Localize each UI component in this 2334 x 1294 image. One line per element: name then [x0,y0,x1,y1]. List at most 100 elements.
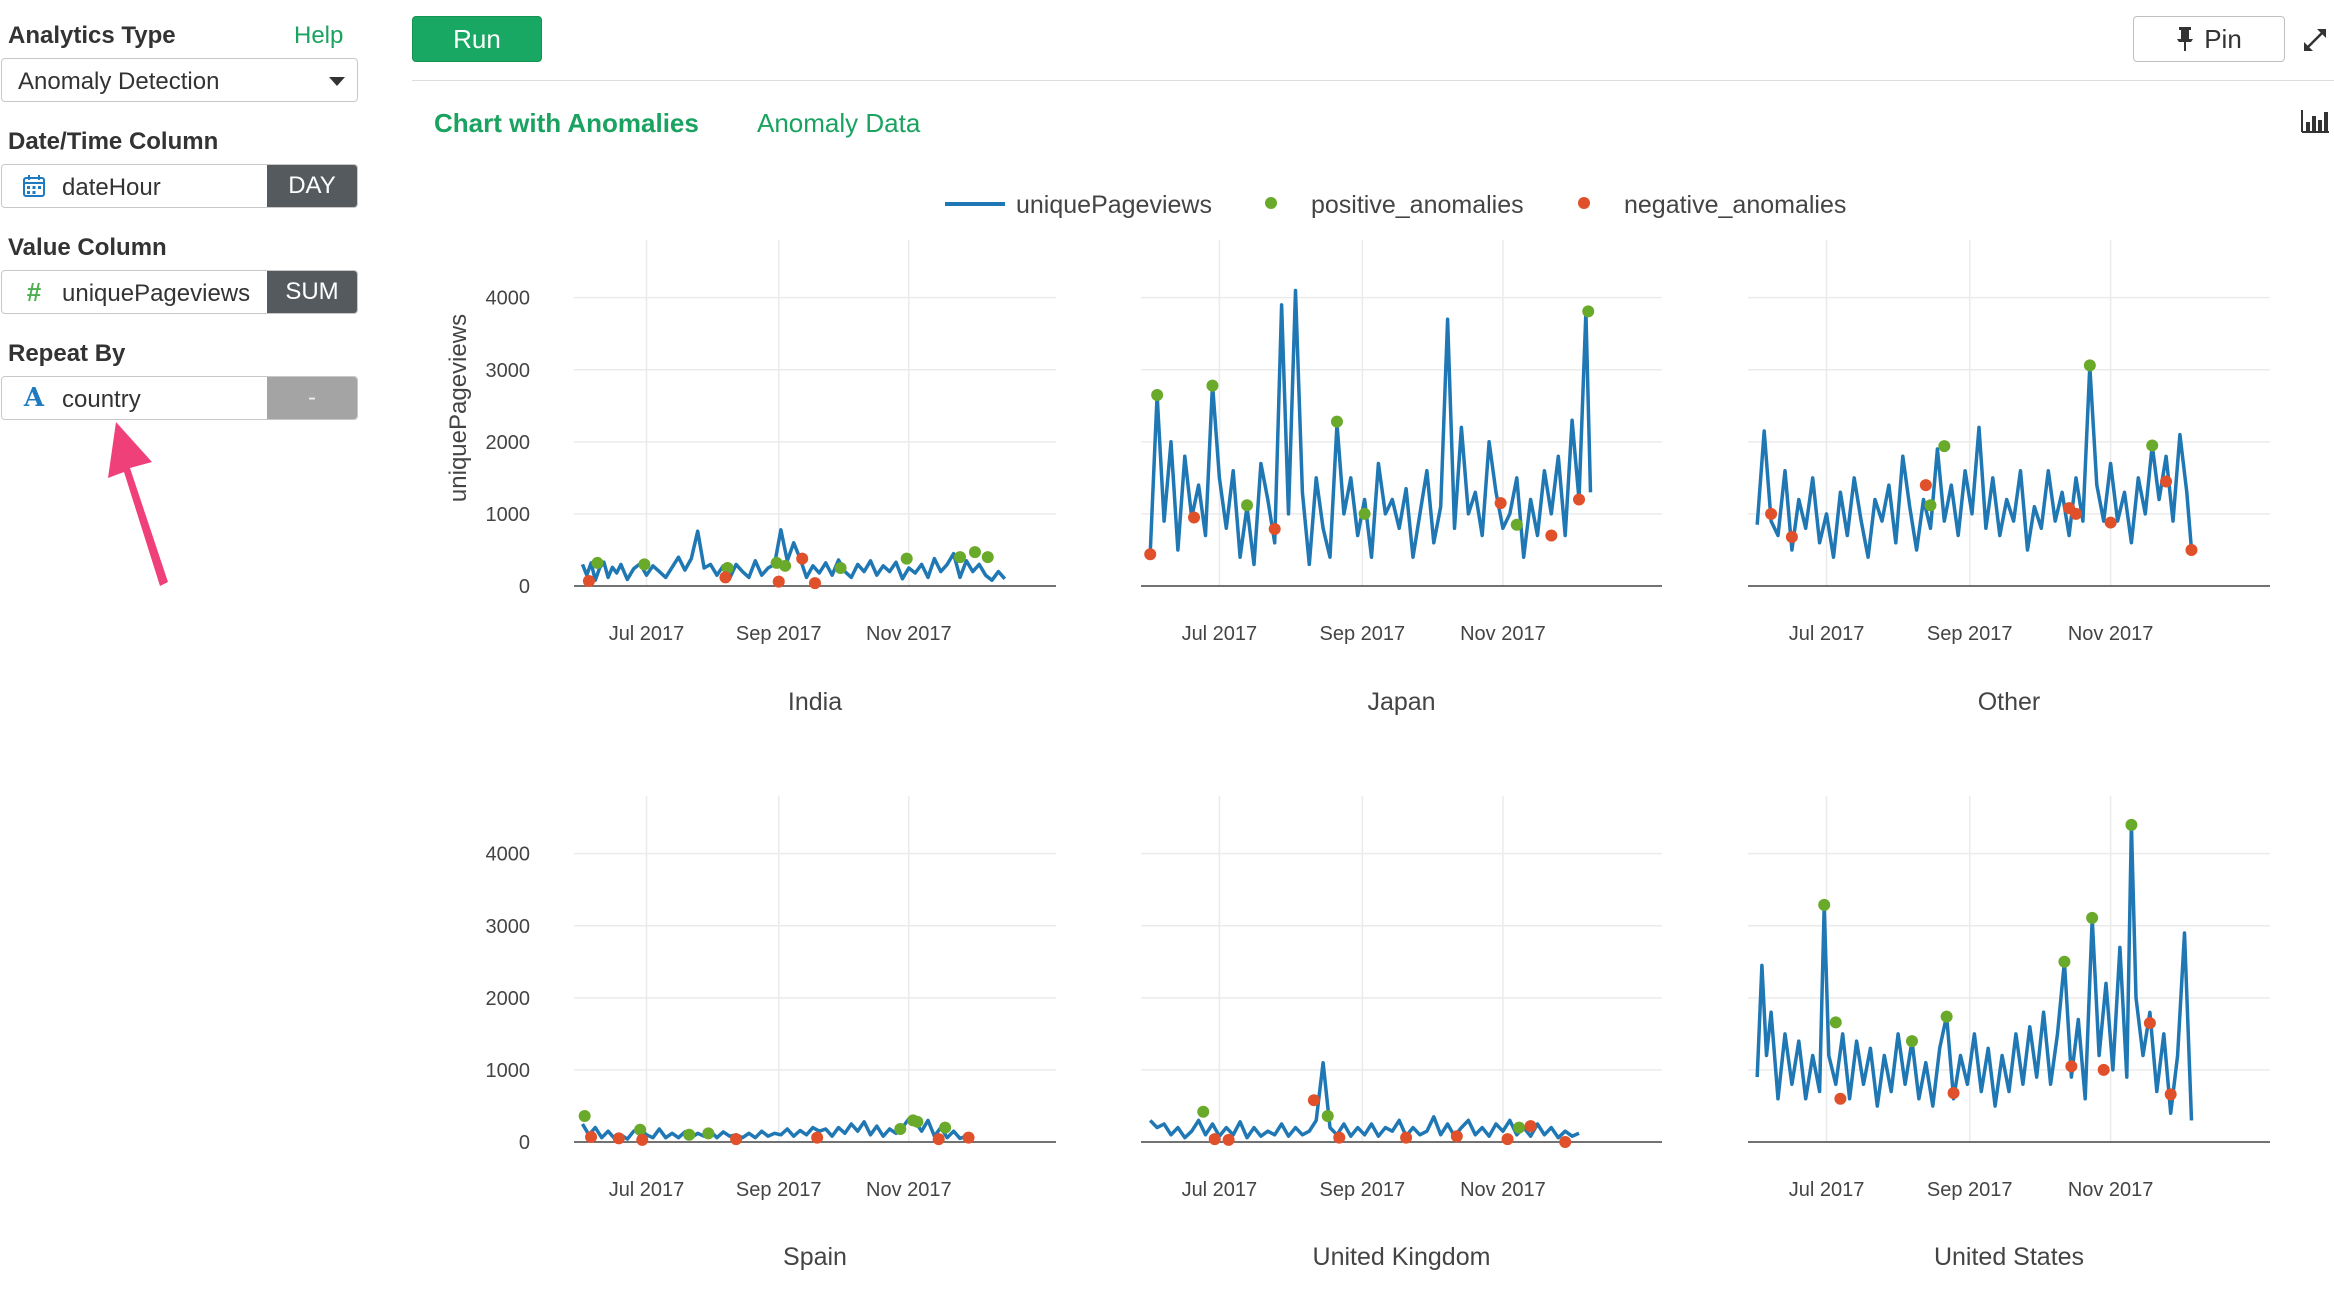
x-tick-label: Jul 2017 [1789,1179,1865,1201]
positive-anomaly-point [1321,1110,1334,1123]
series-line [1755,823,2194,1121]
panel-title: United States [1934,1243,2084,1271]
negative-anomaly-point [1573,493,1586,506]
negative-anomaly-point [719,571,732,584]
negative-anomaly-point [1524,1120,1537,1133]
x-tick-label: Nov 2017 [866,1179,952,1201]
tab-anomaly-data[interactable]: Anomaly Data [757,108,921,138]
panel-title: India [788,688,842,716]
positive-anomaly-point [1582,305,1595,318]
x-tick-label: Sep 2017 [736,623,822,645]
y-tick-label: 3000 [486,916,531,938]
negative-anomaly-point [1919,479,1932,492]
negative-anomaly-point [811,1131,824,1144]
negative-anomaly-point [1785,530,1798,543]
bar-chart-icon[interactable] [2300,108,2330,134]
y-tick-label: 2000 [486,988,531,1010]
positive-anomaly-point [1358,507,1371,520]
x-tick-label: Nov 2017 [2068,1179,2154,1201]
negative-anomaly-point [2185,543,2198,556]
negative-anomaly-point [585,1130,598,1143]
analytics-type-label: Analytics Type [8,22,176,49]
negative-anomaly-point [1307,1094,1320,1107]
y-axis-title: uniquePageviews [445,314,472,502]
repeat-by-field[interactable]: A country - [1,376,358,420]
panel-title: Japan [1367,688,1435,716]
annotation-arrow [108,422,168,586]
y-tick-label: 0 [519,576,530,598]
datetime-unit-button[interactable]: DAY [267,165,357,207]
negative-anomaly-point [1947,1086,1960,1099]
negative-anomaly-point [2065,1060,2078,1073]
positive-anomaly-point [1940,1010,1953,1023]
series-line [1148,288,1593,567]
positive-anomaly-point [968,546,981,559]
positive-anomaly-point [1905,1035,1918,1048]
toolbar-divider [412,80,2334,81]
pin-label: Pin [2204,23,2242,54]
x-tick-label: Sep 2017 [1319,623,1405,645]
negative-anomaly-point [2160,475,2173,488]
negative-anomaly-point [2143,1017,2156,1030]
y-tick-label: 1000 [486,504,531,526]
pin-button[interactable]: Pin [2133,16,2285,62]
datetime-column-field[interactable]: dateHour DAY [1,164,358,208]
repeat-by-aggregation-button: - [267,377,357,419]
positive-anomaly-point [702,1127,715,1140]
series-line [1148,1060,1580,1140]
x-tick-label: Jul 2017 [1182,1179,1258,1201]
settings-panel: Analytics Type Help Anomaly Detection Da… [0,0,370,1294]
legend-label: uniquePageviews [1016,191,1212,219]
x-tick-label: Jul 2017 [1789,623,1865,645]
positive-anomaly-point [2083,359,2096,372]
x-tick-label: Sep 2017 [1927,623,2013,645]
x-tick-label: Nov 2017 [2068,623,2154,645]
negative-anomaly-point [2097,1063,2110,1076]
value-column-field[interactable]: # uniquePageviews SUM [1,270,358,314]
expand-icon[interactable] [2301,26,2329,54]
negative-anomaly-point [582,574,595,587]
positive-anomaly-point [2086,911,2099,924]
negative-anomaly-point [1501,1133,1514,1146]
repeat-by-label: Repeat By [8,340,126,367]
panel-other: Jul 2017 Sep 2017 Nov 2017 Other [1748,240,2270,716]
positive-anomaly-point [1924,499,1937,512]
value-column-label: Value Column [8,234,167,261]
positive-anomaly-point [981,551,994,564]
negative-anomaly-point [1188,511,1201,524]
positive-anomaly-point [1197,1105,1210,1118]
positive-anomaly-point [911,1115,924,1128]
negative-anomaly-point [1545,529,1558,542]
value-aggregation-button[interactable]: SUM [267,271,357,313]
positive-anomaly-point [1151,388,1164,401]
analytics-type-select[interactable]: Anomaly Detection [1,58,358,102]
negative-anomaly-point [1494,497,1507,510]
x-tick-label: Sep 2017 [736,1179,822,1201]
x-tick-label: Nov 2017 [866,623,952,645]
legend-negative-swatch [1578,197,1590,209]
x-tick-label: Sep 2017 [1319,1179,1405,1201]
value-column-value: uniquePageviews [62,280,251,307]
negative-anomaly-point [730,1133,743,1146]
x-tick-label: Jul 2017 [1182,623,1258,645]
chart-legend: uniquePageviews positive_anomalies negativ… [945,191,1846,219]
positive-anomaly-point [1829,1016,1842,1029]
help-link[interactable]: Help [294,22,344,49]
tab-chart-with-anomalies[interactable]: Chart with Anomalies [434,108,699,138]
positive-anomaly-point [894,1123,907,1136]
positive-anomaly-point [834,561,847,574]
run-button[interactable]: Run [412,16,542,62]
positive-anomaly-point [721,561,734,574]
legend-label: negative_anomalies [1624,191,1846,219]
y-tick-label: 2000 [486,432,531,454]
negative-anomaly-point [1208,1133,1221,1146]
negative-anomaly-point [1222,1133,1235,1146]
y-tick-label: 4000 [486,844,531,866]
positive-anomaly-point [2146,439,2159,452]
x-tick-label: Jul 2017 [609,623,685,645]
datetime-column-value: dateHour [62,174,161,201]
negative-anomaly-point [809,577,821,590]
panel-united-kingdom: Jul 2017 Sep 2017 Nov 2017 United Kingdom [1141,796,1662,1271]
negative-anomaly-point [612,1132,625,1145]
x-tick-label: Nov 2017 [1460,1179,1546,1201]
